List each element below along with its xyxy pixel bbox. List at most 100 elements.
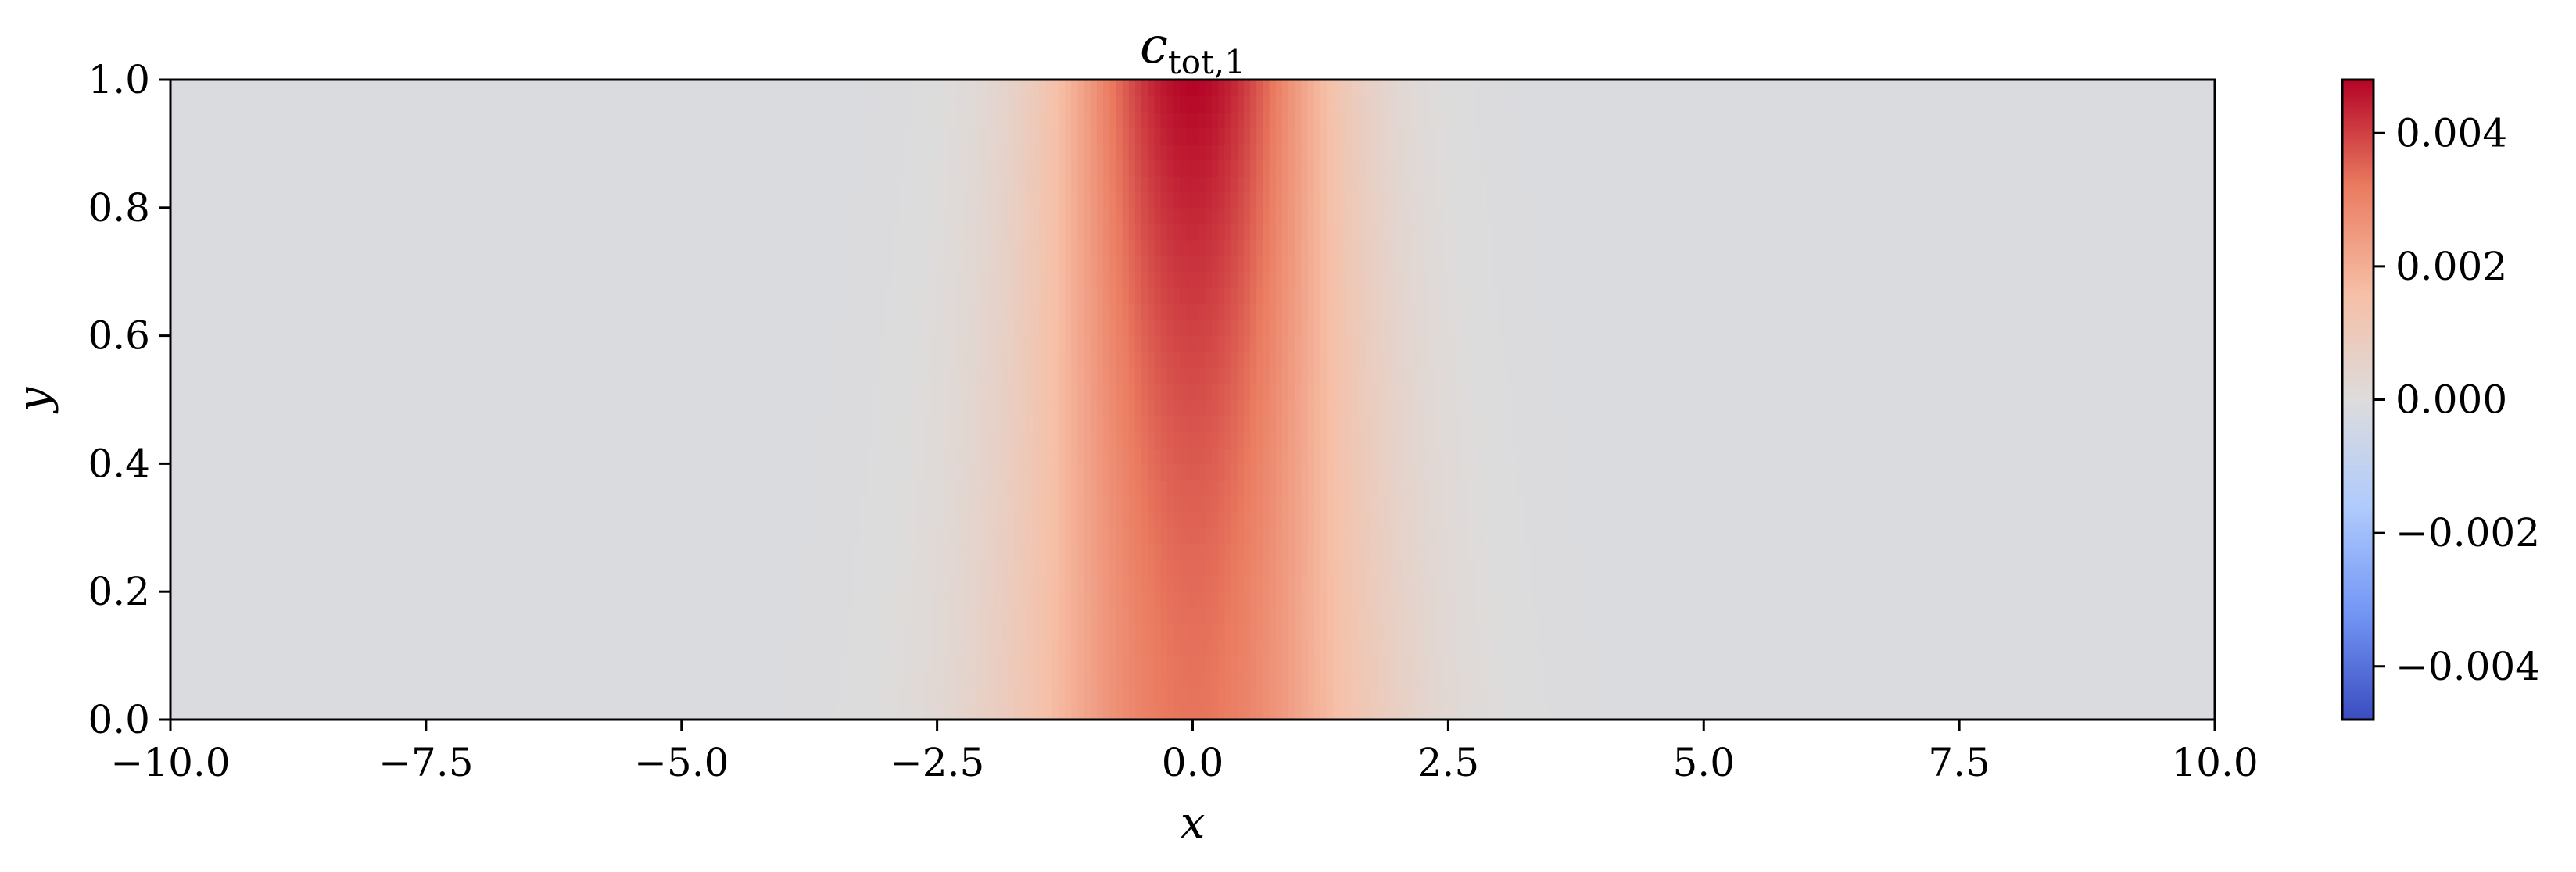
heatmap-cell bbox=[803, 591, 810, 609]
heatmap-cell bbox=[1997, 495, 2005, 513]
heatmap-cell bbox=[962, 671, 970, 688]
heatmap-cell bbox=[1557, 703, 1564, 720]
heatmap-cell bbox=[266, 543, 274, 561]
heatmap-cell bbox=[872, 591, 880, 609]
heatmap-cell bbox=[1543, 495, 1551, 513]
heatmap-cell bbox=[1428, 639, 1436, 656]
heatmap-cell bbox=[2144, 656, 2152, 673]
heatmap-cell bbox=[1339, 591, 1347, 609]
heatmap-cell bbox=[2202, 671, 2209, 688]
heatmap-cell bbox=[1218, 624, 1226, 641]
heatmap-cell bbox=[1122, 559, 1130, 577]
heatmap-cell bbox=[1295, 703, 1302, 720]
heatmap-cell bbox=[1646, 495, 1653, 513]
heatmap-cell bbox=[272, 559, 280, 577]
heatmap-cell bbox=[349, 527, 356, 545]
heatmap-cell bbox=[937, 671, 944, 688]
heatmap-cell bbox=[1307, 575, 1315, 593]
heatmap-cell bbox=[1671, 671, 1679, 688]
heatmap-cell bbox=[994, 607, 1002, 624]
heatmap-cell bbox=[880, 688, 887, 705]
heatmap-cell bbox=[1646, 688, 1653, 705]
heatmap-cell bbox=[1748, 656, 1756, 673]
heatmap-cell bbox=[445, 624, 453, 641]
heatmap-cell bbox=[1109, 559, 1117, 577]
heatmap-cell bbox=[1901, 575, 1909, 593]
heatmap-cell bbox=[285, 591, 293, 609]
heatmap-cell bbox=[1090, 671, 1098, 688]
heatmap-cell bbox=[362, 639, 370, 656]
heatmap-cell bbox=[687, 527, 695, 545]
heatmap-cell bbox=[994, 511, 1002, 529]
heatmap-cell bbox=[496, 575, 503, 593]
heatmap-cell bbox=[336, 624, 344, 641]
heatmap-cell bbox=[783, 624, 791, 641]
heatmap-cell bbox=[2087, 543, 2094, 561]
heatmap-cell bbox=[1352, 624, 1360, 641]
heatmap-cell bbox=[1237, 495, 1245, 513]
heatmap-cell bbox=[387, 639, 395, 656]
heatmap-cell bbox=[1876, 559, 1883, 577]
heatmap-cell bbox=[215, 527, 223, 545]
heatmap-cell bbox=[202, 511, 210, 529]
heatmap-cell bbox=[1883, 639, 1890, 656]
heatmap-cell bbox=[2183, 607, 2191, 624]
heatmap-cell bbox=[898, 543, 906, 561]
heatmap-cell bbox=[310, 527, 318, 545]
heatmap-cell bbox=[304, 463, 312, 481]
heatmap-cell bbox=[1946, 591, 1954, 609]
heatmap-cell bbox=[1646, 575, 1653, 593]
heatmap-cell bbox=[2163, 656, 2171, 673]
heatmap-cell bbox=[489, 624, 497, 641]
heatmap-cell bbox=[2119, 495, 2126, 513]
heatmap-cell bbox=[604, 656, 612, 673]
heatmap-cell bbox=[1173, 479, 1181, 497]
heatmap-cell bbox=[1818, 607, 1826, 624]
heatmap-cell bbox=[1281, 671, 1289, 688]
heatmap-cell bbox=[1965, 495, 1973, 513]
heatmap-cell bbox=[1984, 671, 1992, 688]
heatmap-cell bbox=[2183, 703, 2191, 720]
heatmap-cell bbox=[2195, 543, 2203, 561]
heatmap-cell bbox=[489, 688, 497, 705]
heatmap-cell bbox=[1084, 624, 1091, 641]
heatmap-cell bbox=[483, 671, 491, 688]
heatmap-cell bbox=[1780, 624, 1788, 641]
heatmap-cell bbox=[1518, 479, 1526, 497]
heatmap-cell bbox=[228, 688, 235, 705]
heatmap-cell bbox=[330, 479, 338, 497]
heatmap-cell bbox=[1748, 575, 1756, 593]
heatmap-cell bbox=[1448, 688, 1456, 705]
heatmap-cell bbox=[1531, 591, 1539, 609]
heatmap-cell bbox=[930, 639, 938, 656]
heatmap-cell bbox=[1416, 688, 1424, 705]
heatmap-cell bbox=[1007, 639, 1015, 656]
heatmap-cell bbox=[1019, 688, 1027, 705]
heatmap-cell bbox=[1224, 624, 1232, 641]
heatmap-cell bbox=[815, 703, 823, 720]
heatmap-cell bbox=[1295, 639, 1302, 656]
heatmap-cell bbox=[866, 688, 874, 705]
heatmap-cell bbox=[1148, 656, 1155, 673]
heatmap-cell bbox=[1442, 607, 1449, 624]
heatmap-cell bbox=[1997, 575, 2005, 593]
heatmap-cell bbox=[1116, 639, 1123, 656]
heatmap-cell bbox=[515, 479, 523, 497]
heatmap-cell bbox=[918, 591, 926, 609]
heatmap-cell bbox=[1876, 479, 1883, 497]
heatmap-cell bbox=[496, 463, 503, 481]
heatmap-cell bbox=[1621, 624, 1628, 641]
heatmap-cell bbox=[1428, 688, 1436, 705]
heatmap-cell bbox=[1595, 607, 1603, 624]
heatmap-cell bbox=[1889, 511, 1897, 529]
heatmap-cell bbox=[209, 607, 216, 624]
heatmap-cell bbox=[1333, 656, 1341, 673]
heatmap-cell bbox=[1192, 671, 1200, 688]
heatmap-cell bbox=[1263, 624, 1270, 641]
heatmap-cell bbox=[815, 559, 823, 577]
heatmap-cell bbox=[2074, 591, 2082, 609]
heatmap-cell bbox=[445, 511, 453, 529]
heatmap-cell bbox=[700, 591, 708, 609]
heatmap-cell bbox=[1384, 688, 1392, 705]
heatmap-cell bbox=[1186, 639, 1194, 656]
